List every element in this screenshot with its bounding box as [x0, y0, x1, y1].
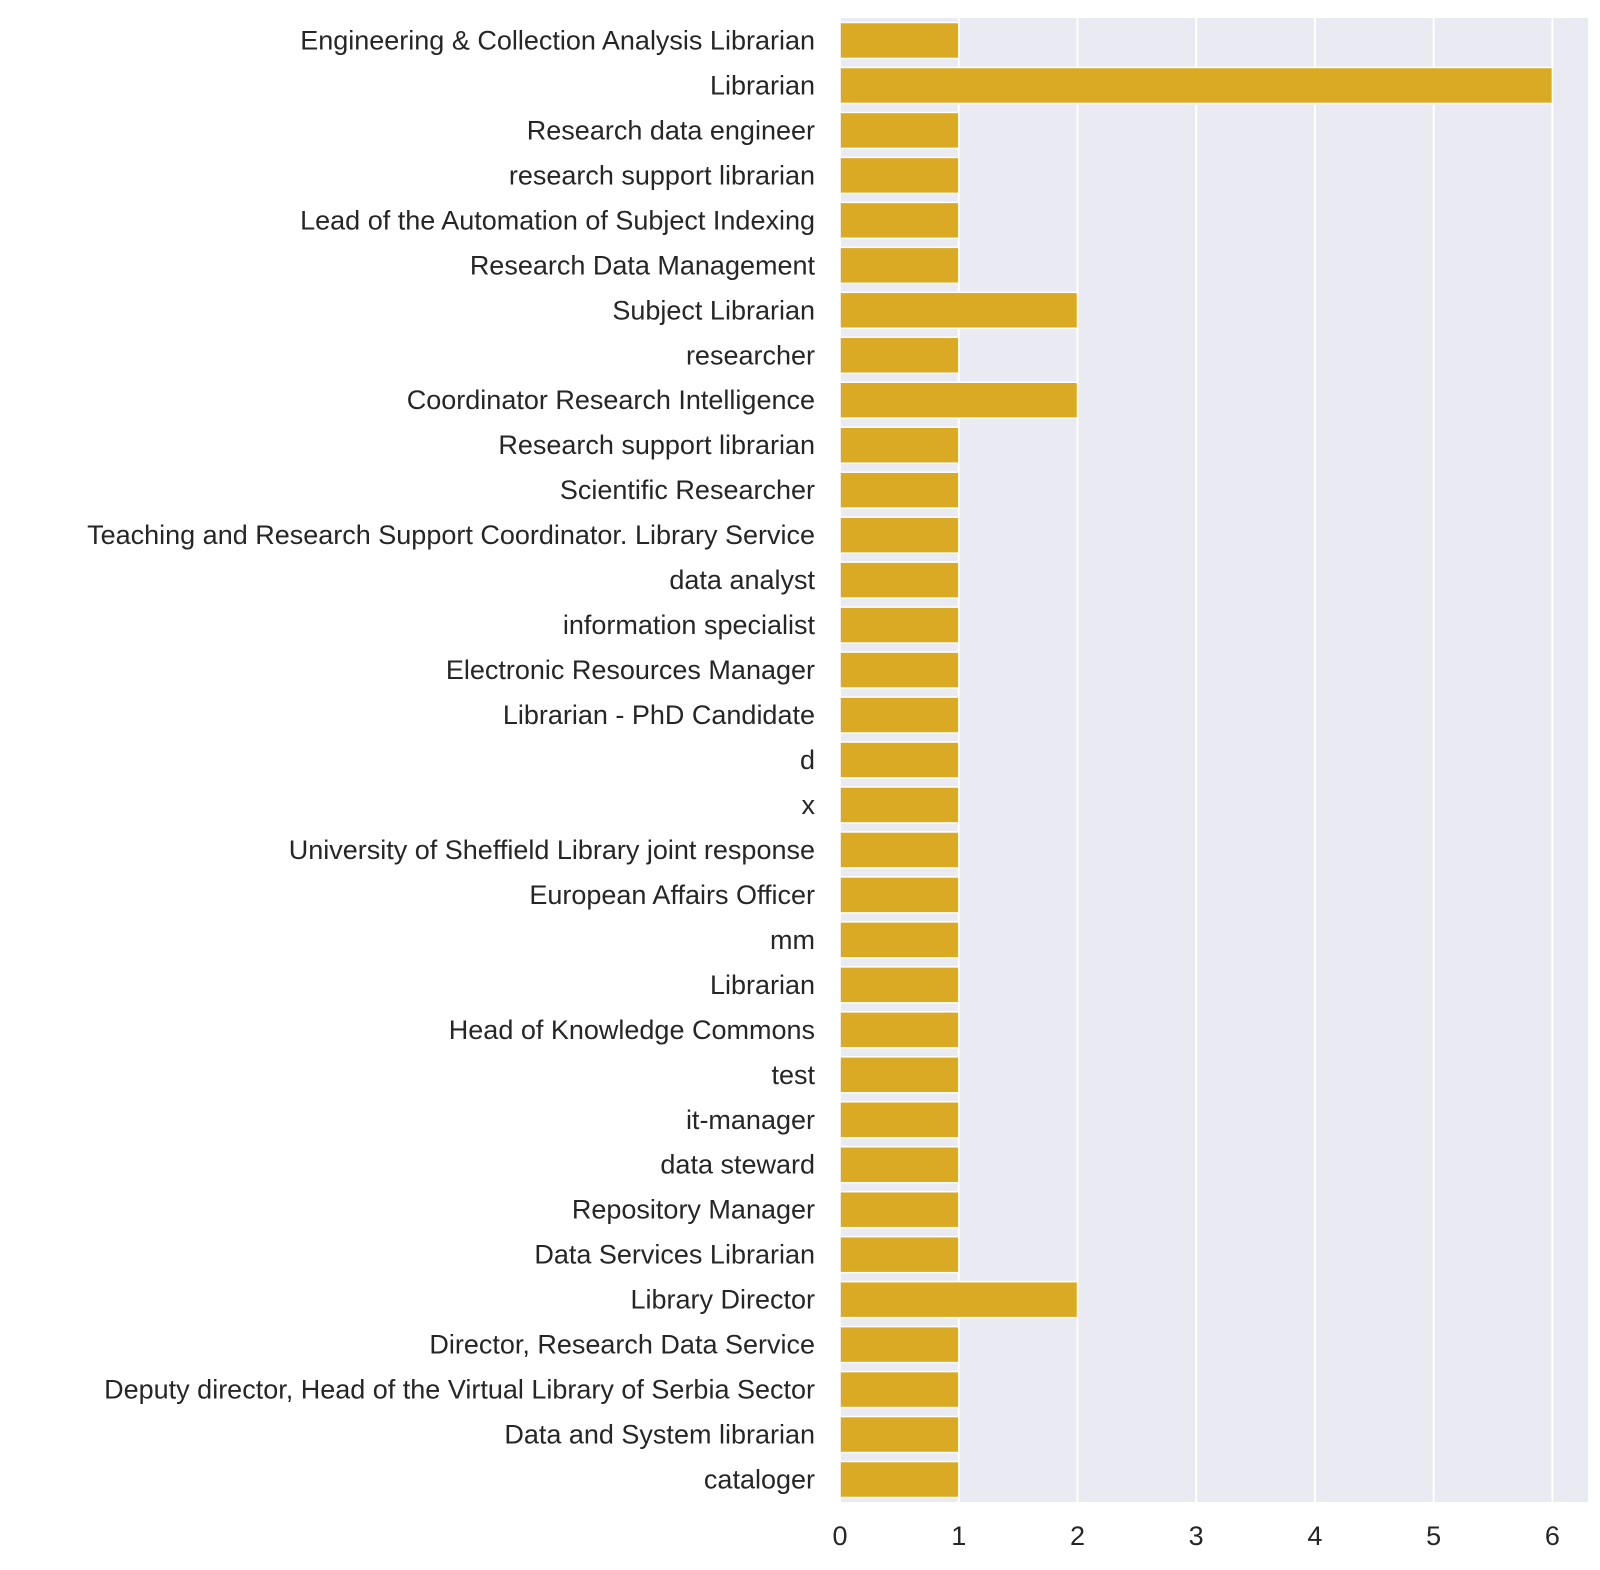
bar [839, 1235, 960, 1274]
category-label: Scientific Researcher [560, 475, 815, 505]
category-label: Research Data Management [470, 250, 816, 280]
x-tick-labels: 0 1 2 3 4 5 6 [832, 1521, 1559, 1551]
bar [839, 606, 960, 644]
category-label: research support librarian [509, 160, 815, 190]
bar [839, 336, 960, 375]
bar [839, 426, 960, 464]
bar [839, 1101, 960, 1139]
category-label: Librarian - PhD Candidate [503, 700, 815, 730]
category-label: mm [770, 925, 815, 955]
bar [839, 1415, 960, 1454]
bar [839, 66, 1554, 105]
bar [839, 966, 960, 1004]
bar [839, 516, 960, 554]
bar [839, 696, 960, 734]
bar [839, 291, 1079, 330]
category-label: Subject Librarian [612, 295, 815, 325]
category-label: researcher [686, 340, 815, 370]
bar [839, 381, 1079, 419]
category-label: Library Director [630, 1285, 815, 1315]
bar [839, 741, 960, 779]
category-label: Director, Research Data Service [429, 1330, 815, 1360]
x-tick-label: 6 [1545, 1521, 1560, 1551]
category-label: Research data engineer [527, 115, 815, 145]
bar [839, 1280, 1079, 1319]
bar [839, 831, 960, 869]
bar [839, 1370, 960, 1409]
category-label: it-manager [686, 1105, 815, 1135]
category-label: Deputy director, Head of the Virtual Lib… [104, 1375, 815, 1405]
category-label: Engineering & Collection Analysis Librar… [300, 25, 815, 55]
category-label: data analyst [669, 565, 815, 595]
bar [839, 471, 960, 509]
bar [839, 786, 960, 824]
bar [839, 1325, 960, 1364]
category-label: cataloger [704, 1465, 815, 1495]
bar [839, 1056, 960, 1094]
category-label: Research support librarian [498, 430, 815, 460]
bar [839, 246, 960, 285]
category-label: x [802, 790, 816, 820]
bar [839, 156, 960, 195]
category-label: Librarian [710, 70, 815, 100]
x-tick-label: 3 [1189, 1521, 1204, 1551]
bar [839, 561, 960, 599]
bar [839, 651, 960, 689]
bars [839, 21, 1554, 1499]
category-label: Librarian [710, 970, 815, 1000]
x-tick-label: 5 [1426, 1521, 1441, 1551]
category-label: Lead of the Automation of Subject Indexi… [300, 205, 815, 235]
bar [839, 201, 960, 240]
category-labels: Engineering & Collection Analysis Librar… [87, 25, 815, 1494]
category-label: Teaching and Research Support Coordinato… [87, 520, 815, 550]
bar [839, 1190, 960, 1229]
category-label: Data and System librarian [504, 1420, 815, 1450]
category-label: d [800, 745, 815, 775]
bar [839, 921, 960, 959]
bar [839, 1145, 960, 1184]
category-label: Electronic Resources Manager [446, 655, 815, 685]
bar [839, 1011, 960, 1049]
bar [839, 1460, 960, 1499]
category-label: information specialist [563, 610, 816, 640]
category-label: Repository Manager [572, 1195, 815, 1225]
x-tick-label: 2 [1070, 1521, 1085, 1551]
bar [839, 111, 960, 150]
category-label: test [771, 1060, 815, 1090]
category-label: Coordinator Research Intelligence [407, 385, 815, 415]
category-label: European Affairs Officer [529, 880, 815, 910]
bar [839, 21, 960, 60]
category-label: data steward [660, 1150, 815, 1180]
category-label: Data Services Librarian [534, 1240, 815, 1270]
x-tick-label: 4 [1307, 1521, 1322, 1551]
category-label: University of Sheffield Library joint re… [289, 835, 815, 865]
x-tick-label: 1 [951, 1521, 966, 1551]
bar [839, 876, 960, 914]
category-label: Head of Knowledge Commons [449, 1015, 815, 1045]
plot-background [840, 18, 1588, 1502]
x-tick-label: 0 [832, 1521, 847, 1551]
